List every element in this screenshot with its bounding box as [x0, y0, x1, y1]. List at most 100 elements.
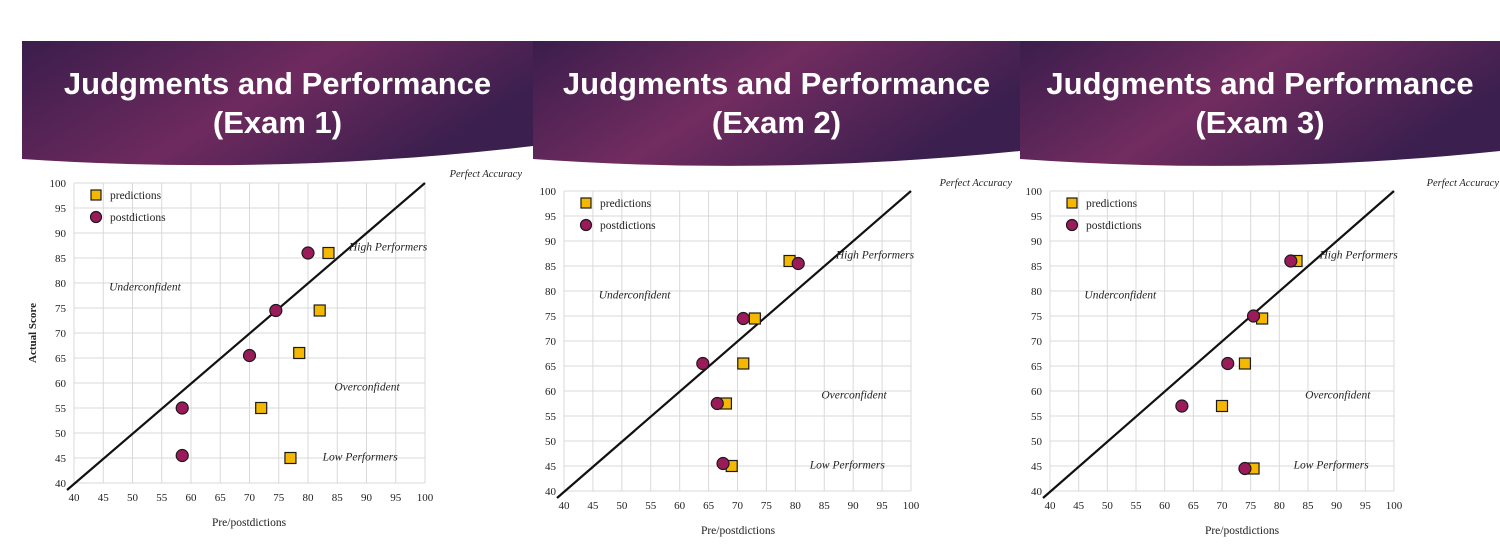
y-tick-label: 75 — [55, 303, 67, 315]
y-tick-label: 60 — [1031, 386, 1043, 398]
underconfident-label: Underconfident — [599, 290, 672, 302]
legend-postdictions-label: postdictions — [600, 220, 656, 232]
postdiction-point — [710, 396, 724, 411]
high-performers-label: High Performers — [1318, 250, 1398, 262]
postdiction-point — [242, 348, 257, 363]
postdiction-point — [1238, 461, 1252, 476]
prediction-point — [748, 312, 761, 325]
x-tick-label: 85 — [819, 500, 831, 512]
y-tick-label: 55 — [1031, 411, 1043, 423]
prediction-point — [322, 246, 335, 260]
title-banner — [1020, 41, 1500, 171]
x-tick-label: 65 — [703, 500, 715, 512]
perfect-accuracy-line — [66, 182, 426, 491]
y-tick-label: 90 — [545, 236, 557, 248]
legend-predictions-label: predictions — [1086, 198, 1138, 210]
legend-postdictions-marker — [579, 218, 593, 232]
prediction-point — [1215, 399, 1229, 413]
postdiction-point — [716, 456, 730, 471]
postdiction-point — [791, 256, 805, 271]
x-tick-label: 50 — [127, 492, 139, 504]
scatter-chart: 40 45 50 55 60 65 70 75 80 85 90 95 100 40 45 50 55 60 65 7… — [1026, 178, 1500, 537]
y-tick-label: 40 — [1031, 486, 1043, 498]
y-tick-label: 90 — [1031, 236, 1043, 248]
y-tick-label: 80 — [55, 278, 67, 290]
x-tick-label: 40 — [1045, 500, 1057, 512]
y-tick-label: 60 — [545, 386, 557, 398]
prediction-point — [293, 346, 306, 360]
x-tick-label: 100 — [903, 500, 920, 512]
x-tick-label: 100 — [417, 492, 434, 504]
low-performers-label: Low Performers — [809, 460, 886, 472]
x-tick-label: 85 — [332, 492, 344, 504]
x-tick-label: 50 — [1102, 500, 1114, 512]
legend-predictions-marker — [580, 197, 592, 209]
x-tick-label: 70 — [732, 500, 744, 512]
y-tick-label: 65 — [545, 361, 557, 373]
y-tick-label: 80 — [1031, 286, 1043, 298]
y-tick-label: 55 — [545, 411, 557, 423]
x-tick-label: 55 — [1131, 500, 1143, 512]
y-tick-label: 55 — [55, 403, 67, 415]
postdiction-point — [1175, 399, 1189, 413]
legend-postdictions-marker — [1065, 218, 1079, 232]
x-tick-label: 45 — [98, 492, 110, 504]
banner-background — [22, 41, 533, 166]
low-performers-label: Low Performers — [322, 452, 399, 464]
postdiction-point — [696, 356, 710, 371]
x-tick-label: 90 — [848, 500, 860, 512]
prediction-point — [313, 304, 326, 317]
y-tick-label: 80 — [545, 286, 557, 298]
x-tick-label: 80 — [790, 500, 802, 512]
y-tick-label: 70 — [55, 328, 67, 340]
x-tick-label: 45 — [1073, 500, 1085, 512]
x-tick-label: 80 — [303, 492, 315, 504]
high-performers-label: High Performers — [348, 242, 428, 254]
panel-exam-3: Judgments and Performance (Exam 3) 40 45 5… — [1020, 0, 1500, 545]
y-tick-label: 100 — [540, 186, 557, 198]
overconfident-label: Overconfident — [1305, 390, 1371, 402]
overconfident-label: Overconfident — [821, 390, 887, 402]
x-tick-label: 55 — [645, 500, 657, 512]
x-tick-label: 45 — [587, 500, 599, 512]
x-tick-label: 65 — [215, 492, 227, 504]
prediction-point — [1238, 357, 1252, 370]
low-performers-label: Low Performers — [1293, 460, 1370, 472]
banner-background — [1020, 41, 1500, 166]
x-tick-label: 75 — [761, 500, 773, 512]
legend-predictions-marker — [90, 189, 102, 201]
prediction-point — [255, 401, 268, 415]
postdiction-point — [1246, 309, 1261, 323]
perfect-accuracy-label: Perfect Accuracy — [939, 178, 1013, 189]
x-tick-label: 40 — [559, 500, 571, 512]
high-performers-label: High Performers — [835, 250, 915, 262]
y-tick-label: 60 — [55, 378, 67, 390]
x-tick-label: 95 — [877, 500, 889, 512]
title-line-1: Judgments and Performance — [562, 66, 991, 101]
banner-background — [533, 41, 1020, 166]
x-tick-label: 60 — [1159, 500, 1171, 512]
legend-predictions-label: predictions — [110, 190, 162, 202]
legend-predictions-marker — [1066, 197, 1078, 209]
scatter-chart: 40 45 50 55 60 65 70 75 80 85 90 95 100 40 45 50 55 60 65 7… — [27, 169, 522, 529]
x-tick-label: 80 — [1274, 500, 1286, 512]
prediction-point — [737, 357, 750, 370]
y-tick-label: 50 — [545, 436, 557, 448]
x-tick-label: 50 — [616, 500, 628, 512]
chart-title: Judgments and Performance (Exam 3) — [1020, 64, 1500, 142]
y-tick-label: 85 — [55, 253, 67, 265]
y-tick-label: 85 — [1031, 261, 1043, 273]
y-tick-label: 45 — [545, 461, 557, 473]
title-line-1: Judgments and Performance — [63, 66, 492, 101]
x-axis-label: Pre/postdictions — [212, 517, 287, 529]
y-tick-label: 100 — [1026, 186, 1043, 198]
legend-postdictions-label: postdictions — [110, 212, 166, 224]
perfect-accuracy-line — [1042, 190, 1395, 499]
panel-exam-1: Judgments and Performance (Exam 1) 40 45 5… — [22, 0, 533, 545]
title-line-2: (Exam 2) — [711, 105, 842, 140]
x-axis-label: Pre/postdictions — [1205, 525, 1280, 537]
x-tick-label: 75 — [1245, 500, 1257, 512]
y-tick-label: 90 — [55, 228, 67, 240]
legend-postdictions-marker — [89, 210, 103, 224]
x-axis-label: Pre/postdictions — [701, 525, 776, 537]
